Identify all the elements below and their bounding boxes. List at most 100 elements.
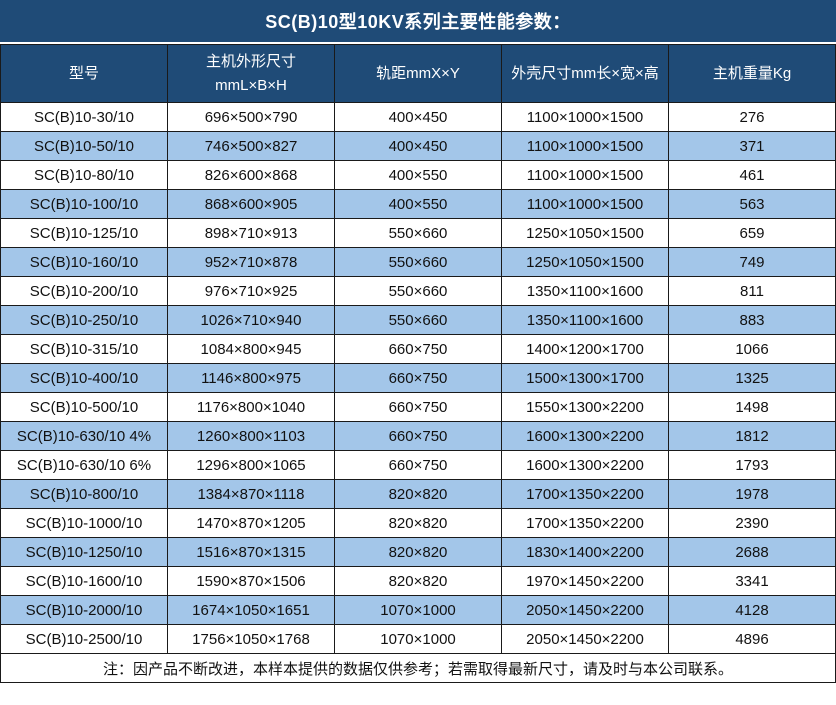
table-cell: 1793 [668, 450, 836, 480]
col-header-host-dimensions: 主机外形尺寸 mmL×B×H [167, 44, 335, 103]
table-cell: 1756×1050×1768 [167, 624, 335, 654]
table-cell: 660×750 [334, 363, 502, 393]
table-cell: 4896 [668, 624, 836, 654]
table-cell: 1325 [668, 363, 836, 393]
table-cell: 952×710×878 [167, 247, 335, 277]
table-cell: 2390 [668, 508, 836, 538]
table-cell: 1516×870×1315 [167, 537, 335, 567]
table-cell: 820×820 [334, 479, 502, 509]
table-cell: 1350×1100×1600 [501, 305, 669, 335]
table-cell: 1084×800×945 [167, 334, 335, 364]
col-header-rail-gauge: 轨距mmX×Y [334, 44, 502, 103]
table-cell: 1600×1300×2200 [501, 450, 669, 480]
table-row: SC(B)10-50/10 746×500×827 400×450 1100×1000… [0, 131, 836, 161]
table-cell: SC(B)10-500/10 [0, 392, 168, 422]
table-cell: 3341 [668, 566, 836, 596]
table-cell: 4128 [668, 595, 836, 625]
table-cell: 1100×1000×1500 [501, 160, 669, 190]
table-cell: SC(B)10-125/10 [0, 218, 168, 248]
table-footer: 注：因产品不断改进，本样本提供的数据仅供参考；若需取得最新尺寸，请及时与本公司联… [0, 653, 836, 683]
table-cell: SC(B)10-2000/10 [0, 595, 168, 625]
table-cell: 883 [668, 305, 836, 335]
table-cell: 1470×870×1205 [167, 508, 335, 538]
table-cell: 660×750 [334, 392, 502, 422]
table-cell: 820×820 [334, 566, 502, 596]
table-cell: 550×660 [334, 247, 502, 277]
table-cell: 820×820 [334, 508, 502, 538]
table-cell: 461 [668, 160, 836, 190]
table-cell: SC(B)10-2500/10 [0, 624, 168, 654]
table-header: 型号 主机外形尺寸 mmL×B×H 轨距mmX×Y 外壳尺寸mm长×宽×高 主机… [0, 44, 836, 103]
table-cell: 826×600×868 [167, 160, 335, 190]
col-header-shell-dimensions: 外壳尺寸mm长×宽×高 [501, 44, 669, 103]
table-cell: SC(B)10-30/10 [0, 102, 168, 132]
table-cell: 1250×1050×1500 [501, 218, 669, 248]
table-cell: 660×750 [334, 334, 502, 364]
table-cell: 659 [668, 218, 836, 248]
table-row: SC(B)10-100/10 868×600×905 400×550 1100×100… [0, 189, 836, 219]
table-row: SC(B)10-160/10 952×710×878 550×660 1250×105… [0, 247, 836, 277]
table-cell: 2688 [668, 537, 836, 567]
table-row: SC(B)10-800/10 1384×870×1118 820×820 1700×1… [0, 479, 836, 509]
table-cell: SC(B)10-630/10 4% [0, 421, 168, 451]
table-cell: 1066 [668, 334, 836, 364]
table-row: SC(B)10-400/10 1146×800×975 660×750 1500×13… [0, 363, 836, 393]
table-cell: SC(B)10-1600/10 [0, 566, 168, 596]
table-row: SC(B)10-630/10 4% 1260×800×1103 660×750 160… [0, 421, 836, 451]
table-cell: 1100×1000×1500 [501, 131, 669, 161]
table-cell: 2050×1450×2200 [501, 624, 669, 654]
table-row: SC(B)10-1000/10 1470×870×1205 820×820 1700×… [0, 508, 836, 538]
table-cell: SC(B)10-630/10 6% [0, 450, 168, 480]
table-cell: 1350×1100×1600 [501, 276, 669, 306]
table-cell: 1100×1000×1500 [501, 102, 669, 132]
table-cell: SC(B)10-80/10 [0, 160, 168, 190]
header-row: 型号 主机外形尺寸 mmL×B×H 轨距mmX×Y 外壳尺寸mm长×宽×高 主机… [0, 44, 836, 103]
table-row: SC(B)10-315/10 1084×800×945 660×750 1400×12… [0, 334, 836, 364]
table-cell: 1970×1450×2200 [501, 566, 669, 596]
table-row: SC(B)10-200/10 976×710×925 550×660 1350×110… [0, 276, 836, 306]
table-cell: SC(B)10-800/10 [0, 479, 168, 509]
table-body: SC(B)10-30/10 696×500×790 400×450 1100×1000… [0, 102, 836, 654]
table-cell: 371 [668, 131, 836, 161]
table-cell: 1550×1300×2200 [501, 392, 669, 422]
table-cell: 1296×800×1065 [167, 450, 335, 480]
table-cell: 660×750 [334, 450, 502, 480]
table-cell: SC(B)10-100/10 [0, 189, 168, 219]
table-cell: 1498 [668, 392, 836, 422]
table-cell: 1100×1000×1500 [501, 189, 669, 219]
table-cell: 1600×1300×2200 [501, 421, 669, 451]
table-cell: 1830×1400×2200 [501, 537, 669, 567]
table-cell: SC(B)10-250/10 [0, 305, 168, 335]
table-cell: 1026×710×940 [167, 305, 335, 335]
table-cell: 563 [668, 189, 836, 219]
table-cell: 1250×1050×1500 [501, 247, 669, 277]
table-cell: 1146×800×975 [167, 363, 335, 393]
table-cell: 550×660 [334, 218, 502, 248]
table-cell: SC(B)10-160/10 [0, 247, 168, 277]
table-cell: 1260×800×1103 [167, 421, 335, 451]
spec-table: 型号 主机外形尺寸 mmL×B×H 轨距mmX×Y 外壳尺寸mm长×宽×高 主机… [0, 44, 836, 683]
table-row: SC(B)10-250/10 1026×710×940 550×660 1350×11… [0, 305, 836, 335]
table-cell: 400×550 [334, 189, 502, 219]
page-title: SC(B)10型10KV系列主要性能参数： [0, 0, 836, 42]
table-cell: 400×550 [334, 160, 502, 190]
table-cell: 1070×1000 [334, 595, 502, 625]
table-row: SC(B)10-1600/10 1590×870×1506 820×820 1970×… [0, 566, 836, 596]
table-cell: 1400×1200×1700 [501, 334, 669, 364]
note-row: 注：因产品不断改进，本样本提供的数据仅供参考；若需取得最新尺寸，请及时与本公司联… [0, 653, 836, 683]
table-cell: 820×820 [334, 537, 502, 567]
table-cell: 749 [668, 247, 836, 277]
table-cell: 976×710×925 [167, 276, 335, 306]
table-cell: 550×660 [334, 276, 502, 306]
table-cell: 696×500×790 [167, 102, 335, 132]
table-cell: 2050×1450×2200 [501, 595, 669, 625]
table-row: SC(B)10-80/10 826×600×868 400×550 1100×1000… [0, 160, 836, 190]
table-cell: 1674×1050×1651 [167, 595, 335, 625]
table-cell: SC(B)10-315/10 [0, 334, 168, 364]
table-cell: SC(B)10-400/10 [0, 363, 168, 393]
table-row: SC(B)10-2500/10 1756×1050×1768 1070×1000 20… [0, 624, 836, 654]
table-row: SC(B)10-500/10 1176×800×1040 660×750 1550×1… [0, 392, 836, 422]
table-cell: SC(B)10-1000/10 [0, 508, 168, 538]
table-cell: 660×750 [334, 421, 502, 451]
table-cell: 1978 [668, 479, 836, 509]
